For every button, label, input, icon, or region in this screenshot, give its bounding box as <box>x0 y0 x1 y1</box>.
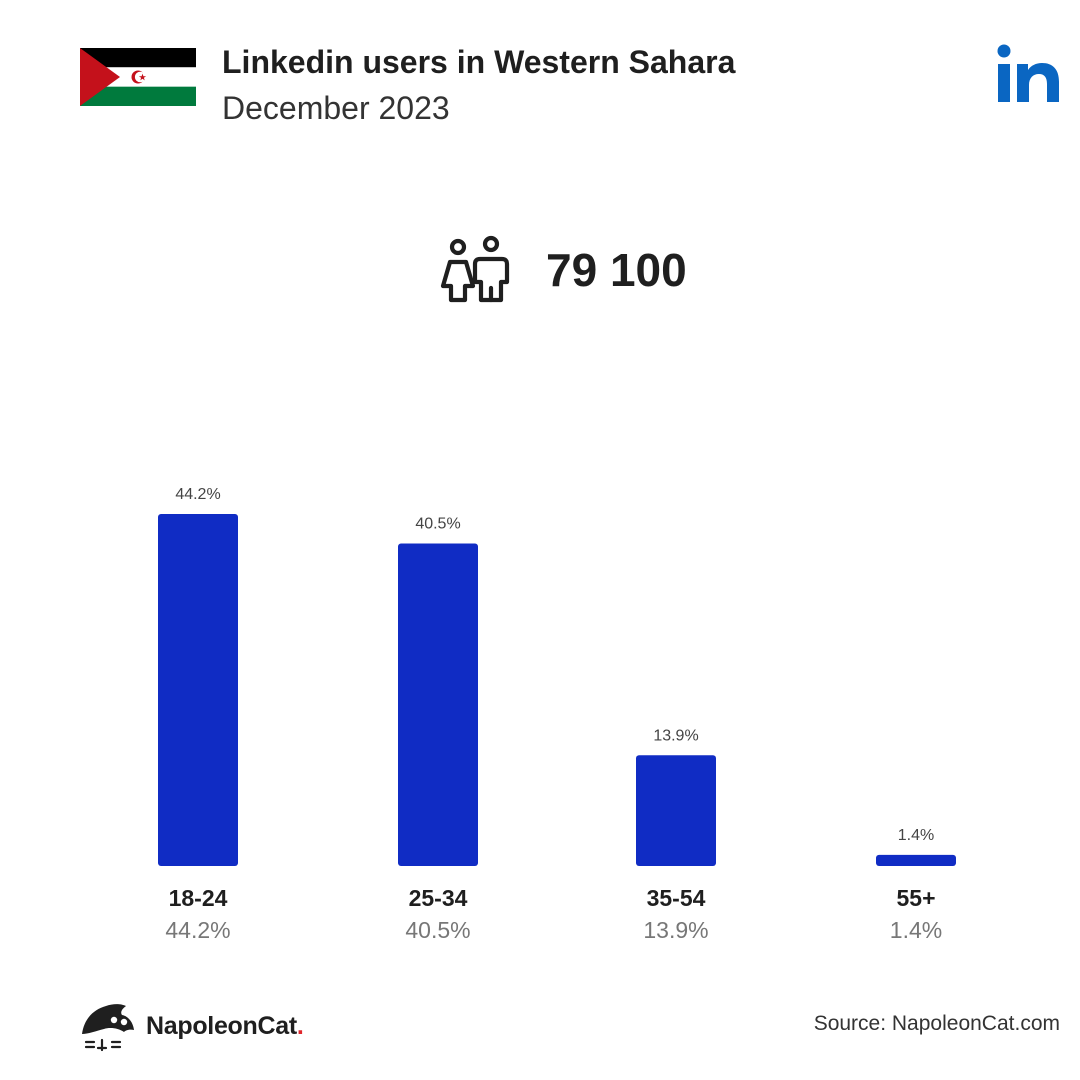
napoleoncat-logo: NapoleonCat. <box>78 1000 304 1052</box>
bar-35-54 <box>636 755 716 866</box>
bar-value-label-55: 1.4% <box>898 827 934 844</box>
page-subtitle: December 2023 <box>222 90 450 126</box>
category-percent-55: 1.4% <box>890 917 942 943</box>
bar-value-label-35-54: 13.9% <box>653 727 698 744</box>
category-label-55: 55+ <box>896 885 935 911</box>
category-percent-35-54: 13.9% <box>643 917 708 943</box>
source-text: Source: NapoleonCat.com <box>813 1012 1060 1035</box>
footer-brand-name: NapoleonCat <box>146 1011 297 1040</box>
bar-25-34 <box>398 543 478 866</box>
category-percent-18-24: 44.2% <box>165 917 230 943</box>
linkedin-logo-icon <box>997 44 1059 102</box>
footer-brand: NapoleonCat. <box>146 1012 304 1041</box>
category-label-35-54: 35-54 <box>647 885 706 911</box>
users-icon <box>440 235 510 303</box>
category-label-25-34: 25-34 <box>409 885 468 911</box>
total-users-block: 79 100 <box>440 234 687 306</box>
category-percent-25-34: 40.5% <box>405 917 470 943</box>
page-title: Linkedin users in Western Sahara <box>222 44 736 80</box>
bar-18-24 <box>158 514 238 866</box>
bar-value-label-25-34: 40.5% <box>415 515 460 532</box>
category-label-18-24: 18-24 <box>169 885 228 911</box>
total-users-value: 79 100 <box>546 244 687 296</box>
bar-55 <box>876 854 956 866</box>
western-sahara-flag-icon <box>80 48 196 106</box>
footer-brand-dot: . <box>296 1011 304 1040</box>
napoleoncat-logo-icon <box>82 1004 134 1052</box>
bar-value-label-18-24: 44.2% <box>175 486 220 503</box>
